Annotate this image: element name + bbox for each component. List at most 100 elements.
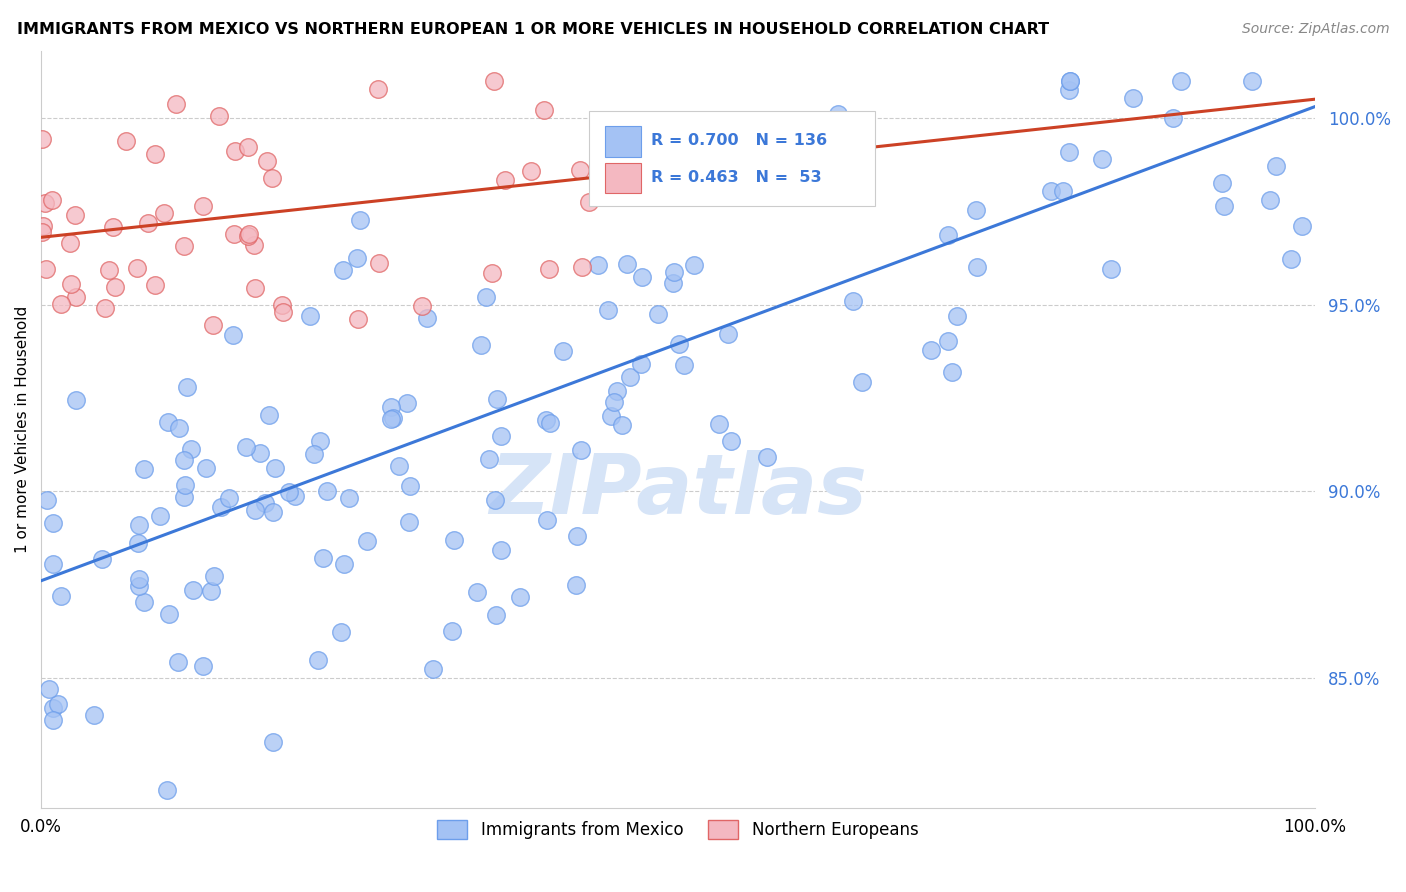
Point: [332, 263, 354, 277]
Point: [381, 411, 404, 425]
Point: [966, 260, 988, 274]
Point: [243, 503, 266, 517]
Point: [270, 298, 292, 312]
Y-axis label: 1 or more Vehicles in Household: 1 or more Vehicles in Household: [15, 306, 30, 553]
Point: [965, 203, 987, 218]
Point: [65, 392, 87, 407]
Point: [173, 478, 195, 492]
Point: [173, 239, 195, 253]
Point: [132, 595, 155, 609]
Point: [349, 212, 371, 227]
Point: [398, 516, 420, 530]
Point: [242, 238, 264, 252]
Point: [440, 624, 463, 638]
Point: [176, 380, 198, 394]
Point: [536, 513, 558, 527]
Point: [181, 582, 204, 597]
Point: [631, 269, 654, 284]
Point: [717, 326, 740, 341]
Point: [32, 219, 55, 233]
Point: [565, 529, 588, 543]
Point: [534, 413, 557, 427]
Point: [256, 154, 278, 169]
Point: [238, 227, 260, 241]
Point: [533, 103, 555, 117]
Point: [152, 206, 174, 220]
Point: [218, 491, 240, 505]
Point: [1091, 152, 1114, 166]
Point: [83, 707, 105, 722]
Point: [235, 441, 257, 455]
Point: [1039, 184, 1062, 198]
Point: [537, 262, 560, 277]
Point: [616, 257, 638, 271]
Point: [191, 659, 214, 673]
Point: [941, 365, 963, 379]
Point: [221, 328, 243, 343]
Point: [41, 557, 63, 571]
Point: [478, 452, 501, 467]
Point: [946, 309, 969, 323]
Point: [465, 585, 488, 599]
Point: [551, 344, 574, 359]
Point: [610, 418, 633, 433]
Point: [399, 478, 422, 492]
Point: [35, 262, 58, 277]
Point: [41, 194, 63, 208]
Point: [1213, 199, 1236, 213]
Point: [194, 461, 217, 475]
Point: [1291, 219, 1313, 233]
Point: [475, 289, 498, 303]
Point: [707, 417, 730, 431]
Point: [209, 500, 232, 514]
Point: [484, 73, 506, 87]
Point: [136, 217, 159, 231]
Point: [1057, 83, 1080, 97]
Point: [356, 533, 378, 548]
Point: [128, 517, 150, 532]
Point: [284, 489, 307, 503]
Point: [443, 533, 465, 547]
Point: [49, 589, 72, 603]
Point: [35, 493, 58, 508]
Point: [519, 163, 541, 178]
Point: [132, 462, 155, 476]
Point: [489, 543, 512, 558]
Text: R = 0.700   N = 136: R = 0.700 N = 136: [651, 133, 827, 148]
Point: [571, 260, 593, 274]
Point: [1279, 252, 1302, 266]
Point: [128, 579, 150, 593]
Point: [619, 369, 641, 384]
Point: [309, 434, 332, 449]
Point: [49, 297, 72, 311]
Point: [1052, 184, 1074, 198]
Point: [489, 429, 512, 443]
Point: [633, 121, 655, 136]
Point: [569, 162, 592, 177]
Point: [368, 256, 391, 270]
Point: [46, 697, 69, 711]
Point: [662, 277, 685, 291]
Text: ZIPatlas: ZIPatlas: [489, 450, 868, 531]
Point: [253, 496, 276, 510]
Point: [683, 259, 706, 273]
Legend: Immigrants from Mexico, Northern Europeans: Immigrants from Mexico, Northern Europea…: [430, 813, 925, 846]
Point: [264, 461, 287, 475]
Point: [470, 338, 492, 352]
Point: [42, 713, 65, 727]
Point: [143, 278, 166, 293]
Point: [236, 140, 259, 154]
Point: [707, 156, 730, 170]
Point: [598, 303, 620, 318]
Point: [395, 396, 418, 410]
Point: [509, 590, 531, 604]
Point: [938, 227, 960, 242]
Point: [538, 416, 561, 430]
Point: [304, 447, 326, 461]
Point: [165, 96, 187, 111]
Point: [337, 491, 360, 506]
Point: [191, 199, 214, 213]
FancyBboxPatch shape: [606, 127, 641, 157]
Point: [224, 144, 246, 158]
Point: [115, 134, 138, 148]
